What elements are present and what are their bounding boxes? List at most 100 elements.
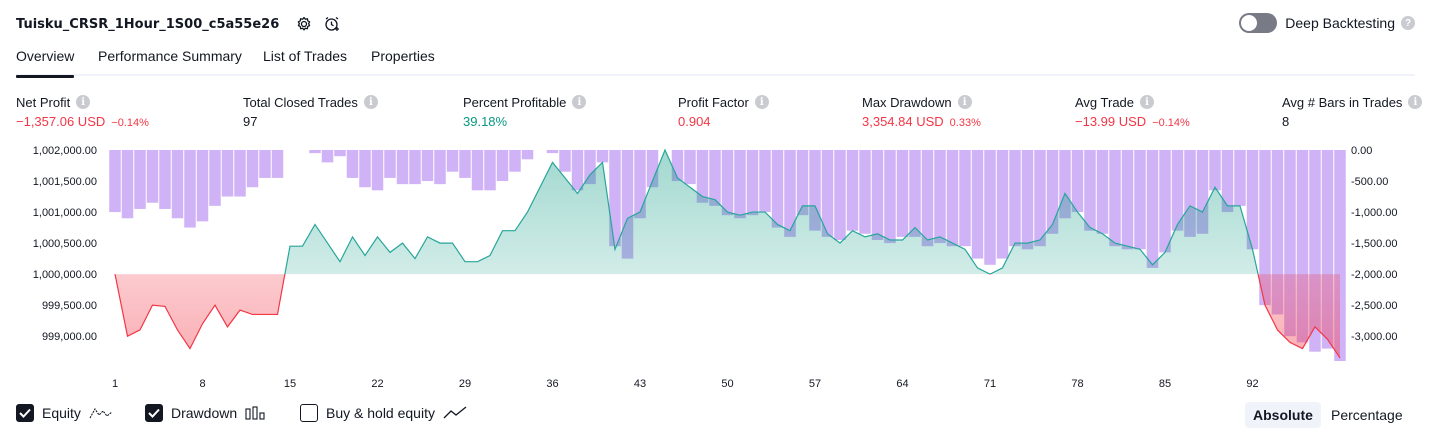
right-axis-tick: -1,000.00 [1351, 207, 1397, 219]
drawdown-bar [896, 150, 909, 237]
drawdown-bar [171, 150, 184, 219]
left-axis-tick: 1,000,000.00 [33, 269, 97, 281]
metric-label: Avg # Bars in Trades [1282, 94, 1403, 110]
drawdown-bar [559, 150, 571, 172]
drawdown-bar [759, 150, 771, 213]
drawdown-bar [1184, 150, 1196, 237]
right-axis-tick: -3,000.00 [1351, 331, 1397, 343]
drawdown-bar [859, 150, 871, 234]
metric-avg-trade: Avg Trade i −13.99 USD −0.14% [1075, 94, 1190, 130]
deep-backtesting: Deep Backtesting ? [1239, 13, 1415, 33]
drawdown-bar [496, 150, 509, 182]
percentage-button[interactable]: Percentage [1331, 407, 1403, 423]
info-icon[interactable]: i [1408, 95, 1423, 109]
drawdown-bar [1134, 150, 1146, 250]
info-icon[interactable]: i [572, 95, 587, 109]
legend-drawdown[interactable]: Drawdown [145, 404, 267, 422]
drawdown-bar [334, 150, 346, 157]
drawdown-bar [159, 150, 171, 209]
metric-value: 39.18% [463, 114, 508, 129]
drawdown-bar [1221, 150, 1234, 213]
drawdown-bar [1234, 150, 1246, 206]
drawdown-bar [1096, 150, 1109, 234]
metric-percent-profitable: Percent Profitable i 39.18% [463, 94, 587, 130]
tab-bar: Overview Performance Summary List of Tra… [16, 48, 1415, 78]
drawdown-bar [271, 150, 284, 178]
drawdown-bar [871, 150, 884, 240]
equity-chart[interactable]: 1,002,000.00 1,001,500.00 1,001,000.00 1,00… [0, 138, 1431, 394]
buy-hold-line-icon [443, 406, 467, 420]
drawdown-bar [996, 150, 1009, 259]
drawdown-bar [946, 150, 959, 247]
drawdown-bar [709, 150, 721, 206]
metric-label: Profit Factor [678, 94, 749, 110]
drawdown-bar [1259, 150, 1271, 306]
right-axis-tick: -2,500.00 [1351, 300, 1397, 312]
drawdown-bar [321, 150, 334, 163]
drawdown-bar [734, 150, 746, 219]
drawdown-bar [796, 150, 809, 216]
drawdown-bar [784, 150, 796, 237]
drawdown-bar [609, 150, 621, 247]
drawdown-bar [834, 150, 846, 240]
metric-value: −13.99 USD [1075, 114, 1147, 129]
drawdown-bar [621, 150, 634, 259]
x-axis-tick: 15 [284, 378, 296, 390]
tab-properties[interactable]: Properties [371, 48, 435, 64]
metric-value: 3,354.84 USD [862, 114, 944, 129]
equity-line-icon [89, 406, 113, 420]
absolute-button[interactable]: Absolute [1245, 402, 1321, 428]
header-bar: Tuisku_CRSR_1Hour_1S00_c5a55e26 [16, 10, 343, 38]
info-icon[interactable]: i [1140, 95, 1155, 109]
help-icon[interactable]: ? [1401, 16, 1415, 30]
deep-backtesting-toggle[interactable] [1239, 13, 1278, 33]
tab-overview[interactable]: Overview [16, 48, 75, 78]
drawdown-bar [309, 150, 321, 154]
add-alert-icon[interactable] [321, 13, 343, 35]
drawdown-bar [1071, 150, 1084, 213]
drawdown-bar [1084, 150, 1096, 231]
drawdown-bar [371, 150, 384, 191]
info-icon[interactable]: i [754, 95, 769, 109]
drawdown-bar [196, 150, 209, 222]
info-icon[interactable]: i [363, 95, 378, 109]
metric-label: Net Profit [16, 94, 71, 110]
deep-backtesting-label: Deep Backtesting [1285, 15, 1395, 31]
drawdown-bar [234, 150, 246, 197]
right-axis-tick: -500.00 [1351, 176, 1388, 188]
tab-list-of-trades[interactable]: List of Trades [263, 48, 348, 64]
drawdown-bar [1009, 150, 1021, 247]
info-icon[interactable]: i [957, 95, 972, 109]
legend-equity[interactable]: Equity [16, 404, 113, 422]
left-axis-tick: 1,001,500.00 [33, 176, 97, 188]
drawdown-bar [584, 150, 596, 185]
drawdown-bar [1296, 150, 1309, 343]
metric-profit-factor: Profit Factor i 0.904 [678, 94, 769, 130]
drawdown-checkbox[interactable] [145, 404, 163, 422]
drawdown-bar [984, 150, 996, 265]
drawdown-bar [121, 150, 134, 219]
drawdown-bar [546, 150, 559, 154]
metric-value: 0.904 [678, 114, 711, 129]
x-axis-tick: 92 [1246, 378, 1258, 390]
metric-total-closed-trades: Total Closed Trades i 97 [243, 94, 378, 130]
info-icon[interactable]: i [76, 95, 91, 109]
metric-percent: −0.14% [111, 117, 149, 129]
settings-icon[interactable] [293, 13, 315, 35]
right-axis-tick: -1,500.00 [1351, 238, 1397, 250]
drawdown-bar [596, 150, 609, 163]
drawdown-bars-icon [245, 406, 267, 420]
drawdown-bar [471, 150, 484, 191]
drawdown-bar [1059, 150, 1071, 219]
drawdown-bar [109, 150, 121, 213]
equity-label: Equity [42, 405, 81, 421]
drawdown-bar [1021, 150, 1034, 250]
drawdown-bar [421, 150, 434, 182]
drawdown-bar [696, 150, 709, 203]
tab-performance-summary[interactable]: Performance Summary [98, 48, 242, 64]
metric-label: Percent Profitable [463, 94, 567, 110]
legend-buy-hold[interactable]: Buy & hold equity [300, 404, 467, 422]
drawdown-bar [359, 150, 371, 188]
equity-checkbox[interactable] [16, 404, 34, 422]
buy-hold-checkbox[interactable] [300, 404, 318, 422]
